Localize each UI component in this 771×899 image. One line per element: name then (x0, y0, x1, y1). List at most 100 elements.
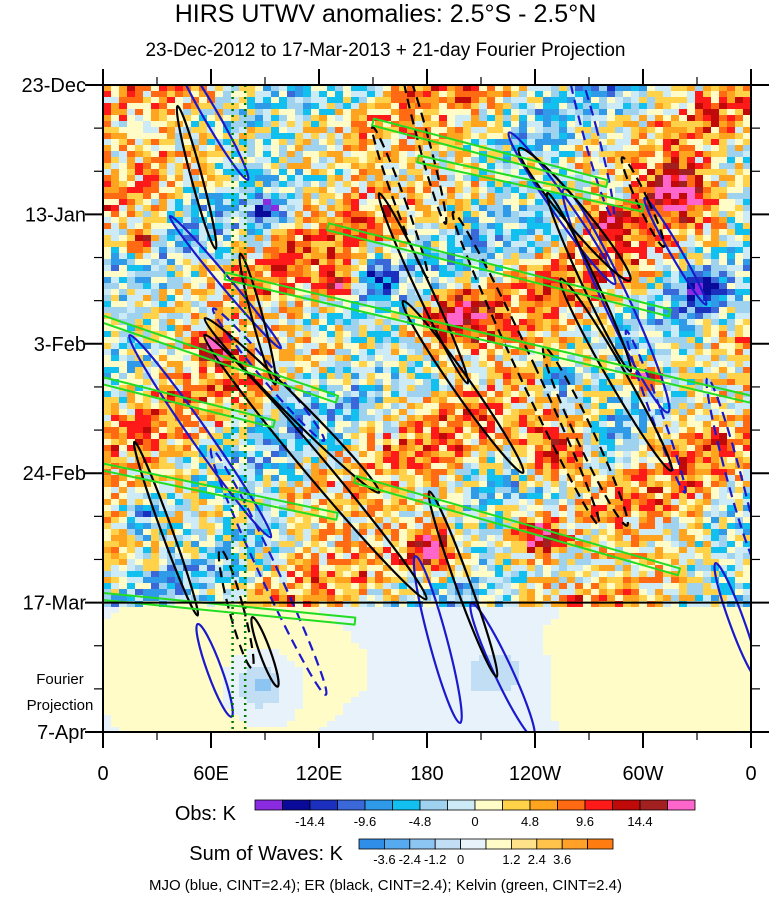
heatmap-cell (735, 283, 744, 290)
heatmap-cell (263, 229, 272, 236)
heatmap-cell (687, 109, 696, 116)
heatmap-cell (447, 139, 456, 146)
heatmap-cell (447, 205, 456, 212)
heatmap-cell (719, 277, 728, 284)
heatmap-cell (279, 217, 288, 224)
heatmap-cell (119, 157, 128, 164)
heatmap-cell (343, 211, 352, 218)
heatmap-cell (495, 85, 504, 92)
heatmap-cell (743, 289, 751, 296)
heatmap-cell (519, 181, 528, 188)
heatmap-cell (143, 193, 152, 200)
heatmap-cell (247, 397, 256, 404)
heatmap-cell (503, 223, 512, 230)
heatmap-cell (167, 397, 176, 404)
heatmap-cell (143, 103, 152, 110)
heatmap-cell (215, 241, 224, 248)
heatmap-cell (295, 157, 304, 164)
heatmap-cell (247, 247, 256, 254)
heatmap-cell (743, 169, 751, 176)
heatmap-cell (615, 163, 624, 170)
heatmap-cell (511, 373, 520, 380)
heatmap-cell (439, 373, 448, 380)
heatmap-cell (631, 319, 640, 326)
heatmap-cell (671, 373, 680, 380)
heatmap-cell (711, 85, 720, 92)
heatmap-cell (359, 259, 368, 266)
heatmap-cell (287, 229, 296, 236)
heatmap-cell (511, 415, 520, 422)
heatmap-cell (191, 223, 200, 230)
heatmap-cell (351, 439, 360, 446)
heatmap-cell (695, 337, 704, 344)
heatmap-cell (375, 325, 384, 332)
heatmap-cell (415, 325, 424, 332)
heatmap-cell (247, 451, 256, 458)
heatmap-cell (303, 277, 312, 284)
heatmap-cell (119, 223, 128, 230)
heatmap-cell (391, 187, 400, 194)
heatmap-cell (183, 409, 192, 416)
heatmap-cell (719, 205, 728, 212)
heatmap-cell (111, 313, 120, 320)
heatmap-cell (343, 205, 352, 212)
heatmap-cell (743, 301, 751, 308)
heatmap-cell (335, 217, 344, 224)
heatmap-cell (231, 109, 240, 116)
heatmap-cell (295, 169, 304, 176)
heatmap-cell (663, 385, 672, 392)
heatmap-cell (103, 427, 112, 434)
heatmap-cell (119, 445, 128, 452)
heatmap-cell (663, 115, 672, 122)
heatmap-cell (631, 91, 640, 98)
heatmap-cell (311, 451, 320, 458)
heatmap-cell (263, 451, 272, 458)
heatmap-cell (743, 295, 751, 302)
heatmap-cell (695, 439, 704, 446)
heatmap-cell (199, 319, 208, 326)
heatmap-cell (471, 163, 480, 170)
heatmap-cell (559, 397, 568, 404)
heatmap-cell (607, 145, 616, 152)
heatmap-cell (535, 355, 544, 362)
heatmap-cell (311, 145, 320, 152)
heatmap-cell (687, 277, 696, 284)
heatmap-cell (655, 163, 664, 170)
heatmap-cell (463, 361, 472, 368)
heatmap-cell (263, 169, 272, 176)
heatmap-cell (271, 97, 280, 104)
heatmap-cell (279, 265, 288, 272)
heatmap-cell (287, 151, 296, 158)
heatmap-cell (279, 295, 288, 302)
heatmap-cell (431, 373, 440, 380)
heatmap-cell (735, 217, 744, 224)
heatmap-cell (479, 211, 488, 218)
heatmap-cell (343, 289, 352, 296)
heatmap-cell (479, 97, 488, 104)
heatmap-cell (471, 205, 480, 212)
heatmap-cell (167, 121, 176, 128)
heatmap-cell (423, 391, 432, 398)
heatmap-cell (159, 421, 168, 428)
heatmap-cell (199, 253, 208, 260)
heatmap-cell (263, 289, 272, 296)
heatmap-cell (455, 85, 464, 92)
heatmap-cell (159, 361, 168, 368)
heatmap-cell (487, 217, 496, 224)
heatmap-cell (223, 205, 232, 212)
heatmap-cell (599, 337, 608, 344)
heatmap-cell (511, 325, 520, 332)
heatmap-cell (455, 319, 464, 326)
heatmap-cell (135, 157, 144, 164)
heatmap-cell (463, 283, 472, 290)
heatmap-cell (655, 355, 664, 362)
heatmap-cell (607, 211, 616, 218)
heatmap-cell (543, 175, 552, 182)
heatmap-cell (455, 427, 464, 434)
heatmap-cell (687, 409, 696, 416)
heatmap-cell (343, 343, 352, 350)
heatmap-cell (103, 337, 112, 344)
heatmap-cell (463, 241, 472, 248)
heatmap-cell (695, 241, 704, 248)
heatmap-cell (639, 139, 648, 146)
